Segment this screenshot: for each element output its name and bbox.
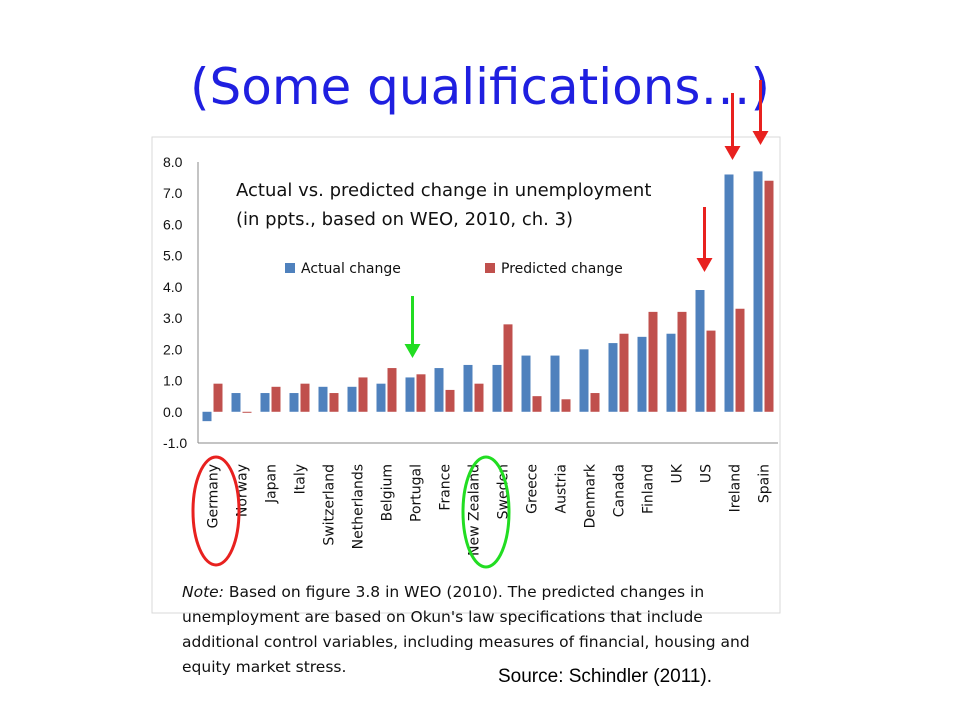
- bar-actual: [289, 393, 299, 412]
- red-arrow-us: [696, 207, 713, 272]
- green-circle: [461, 455, 511, 569]
- bar-predicted: [242, 411, 252, 413]
- bar-predicted: [445, 389, 455, 412]
- x-tick-label: Denmark: [583, 463, 599, 528]
- x-tick-label: Germany: [206, 464, 222, 528]
- bar-predicted: [619, 333, 629, 412]
- x-tick-label: New Zealand: [467, 464, 483, 556]
- y-tick-label: 8.0: [163, 154, 183, 170]
- red-arrow-us-head: [696, 258, 713, 272]
- bar-actual: [637, 336, 647, 412]
- bar-predicted: [387, 368, 397, 412]
- bar-actual: [608, 343, 618, 412]
- bar-actual: [347, 386, 357, 412]
- x-tick-label: Finland: [641, 464, 657, 514]
- y-tick-label: 0.0: [163, 404, 183, 420]
- y-tick-label: 7.0: [163, 185, 183, 201]
- legend-swatch-predicted: [485, 263, 495, 273]
- bar-predicted: [735, 308, 745, 412]
- x-tick-label: Italy: [293, 464, 309, 494]
- y-tick-label: -1.0: [163, 435, 187, 451]
- red-arrow-ireland: [724, 93, 741, 160]
- slide-title: (Some qualifications…): [189, 58, 770, 116]
- bar-actual: [318, 386, 328, 412]
- red-arrow-ireland-head: [724, 146, 741, 160]
- red-arrow-spain-head: [752, 131, 769, 145]
- x-tick-label: UK: [670, 463, 686, 483]
- bars: [202, 171, 774, 422]
- x-tick-label: Ireland: [728, 464, 744, 512]
- x-tick-label: Netherlands: [351, 464, 367, 549]
- bar-actual: [405, 377, 415, 412]
- bar-predicted: [271, 386, 281, 412]
- y-tick-label: 1.0: [163, 373, 183, 389]
- bar-actual: [376, 383, 386, 412]
- y-tick-label: 6.0: [163, 216, 183, 232]
- bar-predicted: [648, 311, 658, 412]
- y-tick-label: 2.0: [163, 341, 183, 357]
- bar-predicted: [503, 324, 513, 412]
- bar-actual: [753, 171, 763, 412]
- bar-predicted: [764, 180, 774, 412]
- bar-actual: [463, 364, 473, 412]
- x-tick-label: Greece: [525, 464, 541, 514]
- bar-actual: [202, 411, 212, 422]
- bar-actual: [579, 349, 589, 412]
- legend: Actual change Predicted change: [285, 261, 623, 277]
- x-tick-label: Switzerland: [322, 464, 338, 546]
- green-arrow-portugal-head: [404, 344, 421, 358]
- bar-actual: [260, 393, 270, 412]
- red-circle: [191, 455, 241, 567]
- bar-predicted: [590, 393, 600, 412]
- bar-actual: [521, 355, 531, 412]
- y-tick-label: 3.0: [163, 310, 183, 326]
- x-tick-label: Spain: [757, 464, 773, 503]
- legend-label-predicted: Predicted change: [501, 261, 623, 277]
- x-tick-label: Austria: [554, 464, 570, 513]
- bar-actual: [492, 364, 502, 412]
- x-tick-label: Portugal: [409, 464, 425, 522]
- chart-subtitle: (in ppts., based on WEO, 2010, ch. 3): [236, 209, 573, 230]
- source-citation: Source: Schindler (2011).: [498, 666, 713, 687]
- chart-note: Note: Based on figure 3.8 in WEO (2010).…: [182, 580, 782, 680]
- bar-actual: [550, 355, 560, 412]
- legend-swatch-actual: [285, 263, 295, 273]
- bar-predicted: [706, 330, 716, 412]
- red-arrow-spain: [752, 80, 769, 145]
- x-tick-labels: Germany Norway Japan Italy Switzerland Nether…: [206, 463, 773, 556]
- x-tick-label: France: [438, 464, 454, 511]
- bar-actual: [434, 368, 444, 412]
- note-label: Note:: [182, 583, 224, 601]
- bar-actual: [695, 290, 705, 412]
- x-tick-label: Japan: [264, 464, 280, 504]
- chart-title: Actual vs. predicted change in unemploym…: [236, 180, 651, 201]
- x-tick-label: Canada: [612, 464, 628, 517]
- green-arrow-portugal: [404, 296, 421, 358]
- y-tick-labels: 8.0 7.0 6.0 5.0 4.0 3.0 2.0 1.0 0.0 -1.0: [163, 154, 187, 451]
- bar-actual: [666, 333, 676, 412]
- y-tick-label: 5.0: [163, 248, 183, 264]
- x-tick-label: Belgium: [380, 464, 396, 521]
- bar-predicted: [474, 383, 484, 412]
- bar-predicted: [358, 377, 368, 412]
- bar-predicted: [300, 383, 310, 412]
- bar-predicted: [561, 399, 571, 412]
- bar-predicted: [213, 383, 223, 412]
- note-text: Based on figure 3.8 in WEO (2010). The p…: [182, 583, 750, 676]
- bar-predicted: [677, 311, 687, 412]
- legend-label-actual: Actual change: [301, 261, 401, 277]
- bar-predicted: [416, 374, 426, 412]
- bar-actual: [724, 174, 734, 412]
- bar-predicted: [329, 393, 339, 412]
- bar-actual: [231, 393, 241, 412]
- y-tick-label: 4.0: [163, 279, 183, 295]
- annotations: [191, 80, 769, 569]
- bar-predicted: [532, 396, 542, 412]
- x-tick-label: US: [699, 464, 715, 483]
